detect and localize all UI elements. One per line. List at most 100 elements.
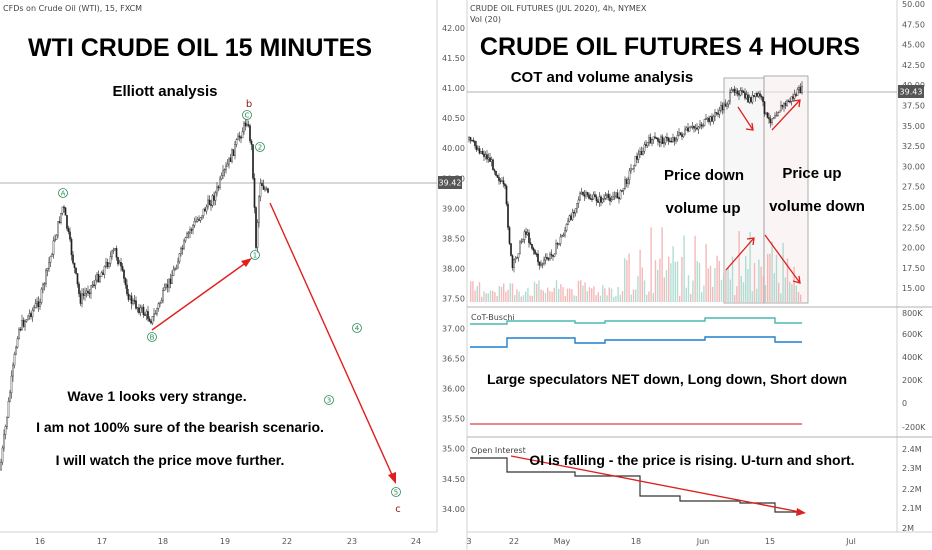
right-candle <box>781 105 784 108</box>
right-candle <box>694 127 697 130</box>
right-candle <box>790 96 793 102</box>
left-candle <box>201 215 203 218</box>
right-candle <box>706 117 709 120</box>
left-candle <box>106 262 109 267</box>
volume-bar <box>718 260 720 302</box>
left-candle <box>238 135 241 138</box>
right-candle <box>634 155 637 167</box>
left-candle <box>76 273 79 285</box>
right-y-tick: 45.00 <box>902 41 925 50</box>
left-time-axis: 16 17 18 19 22 23 24 <box>0 531 437 546</box>
right-candle <box>510 243 512 256</box>
wave-letter-b: b <box>246 99 252 110</box>
left-candle <box>88 292 91 295</box>
right-candle <box>493 169 496 172</box>
left-candle <box>207 199 209 208</box>
left-price-axis: 42.0041.5041.0040.5040.0039.5039.0038.50… <box>436 0 465 532</box>
left-candle <box>69 231 71 240</box>
left-candle <box>234 144 236 156</box>
right-candle <box>676 134 679 140</box>
volume-bar <box>646 294 648 302</box>
wave-label-A-circle <box>58 188 68 198</box>
right-x-tick: 18 <box>631 537 641 546</box>
volume-bar <box>608 287 610 302</box>
left-candle <box>232 149 235 156</box>
right-candle <box>670 141 673 143</box>
left-candle <box>174 268 176 271</box>
volume-bar <box>696 261 698 302</box>
right-candle <box>679 132 682 135</box>
right-candle <box>553 253 556 257</box>
volume-bar <box>740 275 742 302</box>
volume-bar <box>795 285 797 302</box>
right-candle <box>478 148 481 154</box>
volume-bar <box>775 254 778 302</box>
right-candle <box>778 110 781 113</box>
right-candle <box>699 124 701 128</box>
left-candle <box>178 253 181 263</box>
wave-label-2: 2 <box>258 144 262 152</box>
volume-bar <box>670 263 672 302</box>
right-candle <box>625 179 628 184</box>
right-candle <box>505 185 508 205</box>
volume-bar <box>610 288 613 302</box>
annotation-arrows <box>725 99 801 284</box>
volume-bar <box>597 292 599 302</box>
wave-label-1-circle <box>250 250 260 260</box>
right-candle <box>564 230 566 236</box>
left-y-tick: 35.50 <box>442 415 465 424</box>
volume-bar <box>628 253 630 302</box>
right-candle <box>511 255 514 268</box>
right-candle <box>693 126 695 129</box>
volume-bar <box>518 291 520 302</box>
right-candle <box>705 118 707 120</box>
left-candle <box>142 306 145 315</box>
volume-bar <box>536 283 538 302</box>
left-candle <box>31 309 34 318</box>
left-note-1: Wave 1 looks very strange. <box>67 388 246 404</box>
volume-bar <box>619 294 621 302</box>
volume-bar <box>692 280 694 302</box>
left-chart-title: WTI CRUDE OIL 15 MINUTES <box>28 34 372 62</box>
right-chart-header: CRUDE OIL FUTURES (JUL 2020), 4h, NYMEX <box>470 4 647 13</box>
left-candle <box>214 192 217 201</box>
volume-bar <box>637 275 639 302</box>
right-candle <box>628 170 631 180</box>
oi-axis-tick: 2.3M <box>902 464 922 473</box>
right-candle <box>615 192 617 197</box>
volume-bar <box>716 255 718 302</box>
projection-arrow-head <box>388 472 396 484</box>
left-candle <box>96 274 98 281</box>
right-candle <box>718 110 721 115</box>
right-candle <box>669 140 671 143</box>
right-candle <box>801 85 803 94</box>
cot-note: Large speculators NET down, Long down, S… <box>487 371 847 387</box>
right-candle <box>477 148 479 151</box>
volume-bar <box>573 295 575 302</box>
left-candle <box>7 401 10 418</box>
volume-bar <box>786 258 789 302</box>
left-candle <box>216 186 218 194</box>
left-candle <box>9 392 11 402</box>
right-candle <box>531 244 533 249</box>
wave-label-B-circle <box>147 332 157 342</box>
right-candle <box>708 117 710 123</box>
volume-bar <box>751 291 753 302</box>
right-candle <box>604 195 607 199</box>
right-candle <box>724 103 727 107</box>
oi-note: OI is falling - the price is rising. U-t… <box>529 452 854 468</box>
left-y-tick: 41.00 <box>442 84 465 93</box>
left-candle <box>243 122 245 132</box>
volume-bar <box>630 294 632 302</box>
left-candle <box>82 293 85 296</box>
right-candle <box>523 231 526 240</box>
left-candle <box>111 250 113 257</box>
left-y-tick: 42.00 <box>442 24 465 33</box>
left-candle <box>244 122 247 127</box>
left-candle <box>100 272 103 277</box>
left-y-tick: 38.50 <box>442 234 465 243</box>
oi-axis-tick: 2.1M <box>902 504 922 513</box>
right-candle <box>702 125 704 127</box>
cot-lines <box>470 317 802 425</box>
annotation-volume-down: volume down <box>769 198 865 215</box>
